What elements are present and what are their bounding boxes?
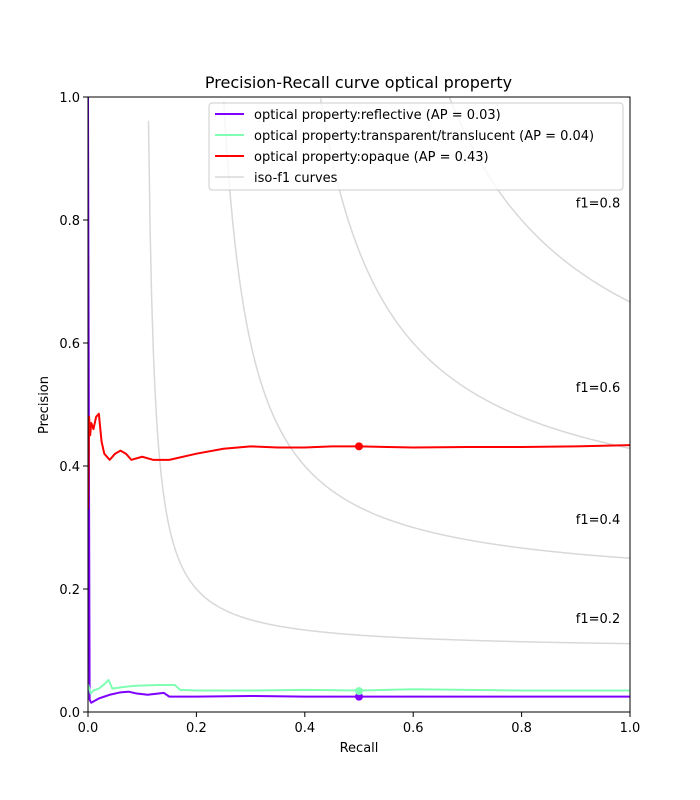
legend-entry-label: iso-f1 curves (254, 171, 338, 186)
iso-f1-labels: f1=0.2 f1=0.4 f1=0.6 f1=0.8 (576, 197, 620, 627)
x-tick-label: 0.0 (78, 721, 99, 736)
legend: optical property:reflective (AP = 0.03) o… (208, 102, 624, 191)
iso-f1-curve (223, 101, 630, 559)
iso-f1-label: f1=0.2 (576, 612, 620, 627)
x-tick-label: 1.0 (620, 721, 641, 736)
legend-box (208, 102, 624, 191)
series-marker (355, 442, 363, 451)
iso-f1-label: f1=0.6 (576, 381, 620, 396)
x-axis-ticks: 0.0 0.2 0.4 0.6 0.8 1.0 (78, 712, 641, 736)
x-tick-label: 0.4 (294, 721, 315, 736)
series-marker (355, 692, 363, 701)
series-line (88, 412, 630, 510)
y-tick-label: 0.2 (59, 583, 80, 598)
legend-entry-label: optical property:transparent/translucent… (254, 129, 594, 144)
x-tick-label: 0.6 (403, 721, 424, 736)
y-tick-label: 0.0 (59, 706, 80, 721)
y-tick-label: 1.0 (59, 91, 80, 106)
y-tick-label: 0.6 (59, 337, 80, 352)
legend-entry-label: optical property:opaque (AP = 0.43) (254, 150, 489, 165)
y-tick-label: 0.4 (59, 460, 80, 475)
y-axis-ticks: 0.0 0.2 0.4 0.6 0.8 1.0 (59, 91, 88, 721)
plot-frame (87, 96, 631, 713)
x-axis-label: Recall (340, 741, 379, 756)
series-marker (355, 687, 363, 696)
series-line (88, 679, 630, 695)
x-tick-label: 0.2 (186, 721, 207, 736)
iso-f1-curve (319, 98, 630, 450)
y-tick-label: 0.8 (59, 214, 80, 229)
iso-f1-label: f1=0.4 (576, 513, 620, 528)
x-tick-label: 0.8 (511, 721, 532, 736)
legend-entry-label: optical property:reflective (AP = 0.03) (254, 108, 501, 123)
iso-f1-curve (147, 120, 630, 645)
series-line (88, 97, 630, 704)
chart-title: Precision-Recall curve optical property (205, 73, 512, 92)
iso-f1-label: f1=0.8 (576, 197, 620, 212)
series-markers (355, 442, 363, 701)
y-axis-label: Precision (37, 376, 52, 434)
series-lines (88, 97, 630, 704)
